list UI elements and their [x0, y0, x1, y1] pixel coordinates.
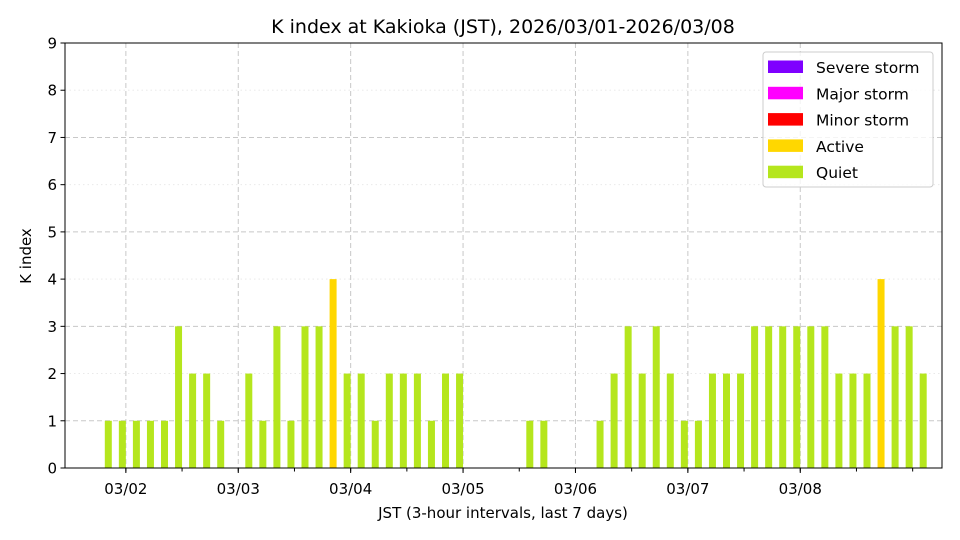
- k-index-bar: [610, 373, 618, 468]
- chart-title: K index at Kakioka (JST), 2026/03/01-202…: [271, 16, 735, 38]
- x-tick-label: 03/05: [441, 480, 484, 498]
- x-tick-label: 03/08: [779, 480, 822, 498]
- k-index-bar: [708, 373, 716, 468]
- k-index-bar: [835, 373, 843, 468]
- k-index-bar: [371, 420, 379, 468]
- bars: [104, 279, 927, 468]
- y-tick-label: 2: [47, 365, 57, 383]
- legend-box: [762, 51, 934, 188]
- k-index-bar: [849, 373, 857, 468]
- y-tick-label: 0: [47, 460, 57, 478]
- k-index-bar: [863, 373, 871, 468]
- k-index-bar: [175, 326, 183, 468]
- legend-swatch: [768, 139, 803, 152]
- k-index-bar: [329, 279, 337, 468]
- k-index-bar: [456, 373, 464, 468]
- k-index-bar: [203, 373, 211, 468]
- k-index-bar: [385, 373, 393, 468]
- k-index-bar: [723, 373, 730, 468]
- k-index-bar: [540, 420, 548, 468]
- legend-label: Major storm: [816, 85, 909, 103]
- y-axis-label: K index: [17, 228, 35, 284]
- k-index-bar: [161, 420, 168, 468]
- k-index-bar: [217, 420, 225, 468]
- k-index-bar: [118, 420, 126, 468]
- k-index-bar: [807, 326, 815, 468]
- k-index-bar: [624, 326, 632, 468]
- k-index-bar: [666, 373, 674, 468]
- legend: Severe storm Major storm Minor storm Active…: [762, 51, 934, 188]
- k-index-bar: [273, 326, 281, 468]
- x-tick-label: 03/07: [666, 480, 709, 498]
- k-index-bar: [315, 326, 323, 468]
- k-index-bar: [301, 326, 309, 468]
- k-index-bar: [189, 373, 197, 468]
- k-index-bar: [245, 373, 253, 468]
- y-tick-label: 7: [47, 129, 57, 147]
- k-index-bar: [919, 373, 927, 468]
- k-index-bar: [287, 420, 295, 468]
- k-index-bar: [905, 326, 913, 468]
- k-index-bar: [427, 420, 435, 468]
- k-index-bar: [259, 420, 267, 468]
- k-index-bar: [793, 326, 801, 468]
- k-index-bar: [821, 326, 829, 468]
- k-index-bar: [737, 373, 745, 468]
- x-tick-label: 03/06: [554, 480, 597, 498]
- legend-swatch: [768, 60, 803, 73]
- y-tick-label: 8: [47, 82, 57, 100]
- x-tick-label: 03/02: [104, 480, 147, 498]
- legend-label: Quiet: [816, 164, 858, 182]
- k-index-bar: [638, 373, 646, 468]
- k-index-bar: [694, 420, 702, 468]
- x-tick-label: 03/04: [329, 480, 372, 498]
- legend-swatch: [768, 165, 803, 179]
- legend-swatch: [768, 113, 803, 126]
- legend-label: Severe storm: [816, 59, 919, 77]
- legend-label: Minor storm: [816, 112, 909, 130]
- plot-frame: [64, 42, 943, 469]
- legend-label: Active: [816, 138, 864, 156]
- axes: 0 1 2 3 4 5 6 7 8 9 03/02 03/03 03/04 03/05 03/06 03/07…: [47, 35, 943, 498]
- y-tick-label: 3: [47, 318, 57, 336]
- x-tick-label: 03/03: [217, 480, 260, 498]
- y-tick-label: 5: [47, 223, 57, 241]
- k-index-bar: [343, 373, 351, 468]
- y-tick-label: 4: [47, 271, 57, 289]
- k-index-bar: [751, 326, 759, 468]
- k-index-bar: [357, 373, 365, 468]
- k-index-bar: [442, 373, 449, 468]
- k-index-bar: [399, 373, 407, 468]
- k-index-bar: [765, 326, 773, 468]
- k-index-bar: [104, 420, 112, 468]
- x-axis-label: JST (3-hour intervals, last 7 days): [377, 504, 628, 522]
- y-tick-label: 9: [47, 35, 57, 53]
- k-index-bar: [526, 420, 534, 468]
- k-index-bar: [877, 279, 885, 468]
- k-index-bar: [596, 420, 604, 468]
- k-index-bar: [891, 326, 899, 468]
- y-tick-label: 1: [47, 412, 57, 430]
- legend-swatch: [768, 86, 803, 100]
- y-tick-label: 6: [47, 176, 57, 194]
- k-index-bar: [779, 326, 787, 468]
- k-index-bar: [652, 326, 660, 468]
- k-index-bar: [132, 420, 140, 468]
- k-index-bar: [413, 373, 421, 468]
- k-index-bar: [146, 420, 154, 468]
- k-index-bar: [680, 420, 688, 468]
